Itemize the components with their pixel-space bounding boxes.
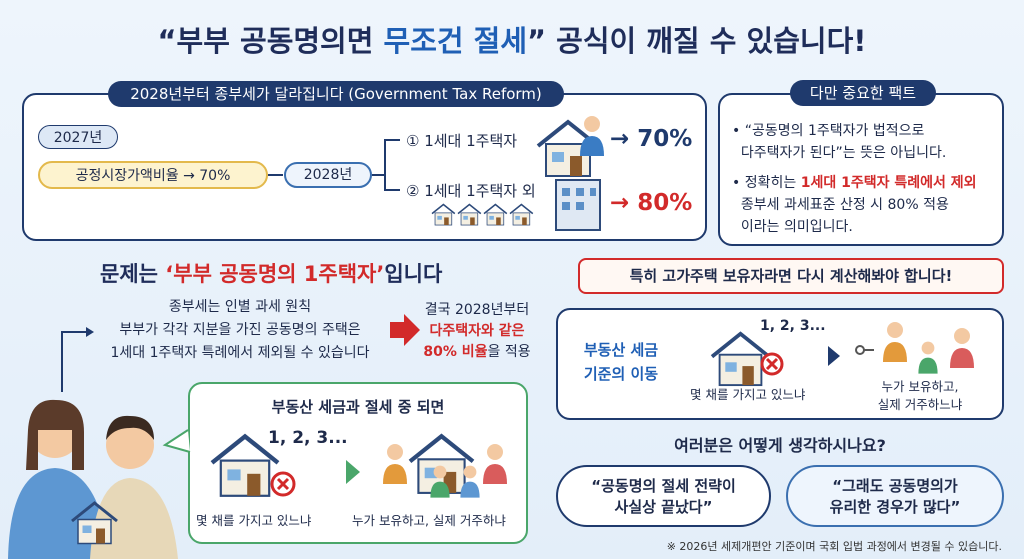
shift-count: 1, 2, 3...: [760, 318, 826, 334]
reform-header: 2028년부터 종부세가 달라집니다 (Government Tax Refor…: [108, 81, 564, 107]
problem-heading: 문제는 ‘부부 공동명의 1주택자’입니다: [100, 258, 442, 288]
title-highlight: 무조건 절세: [383, 24, 528, 58]
warning: 특히 고가주택 보유자라면 다시 계산해봐야 합니다!: [578, 258, 1004, 294]
title: “부부 공동명의면 무조건 절세” 공식이 깨질 수 있습니다!: [0, 18, 1024, 60]
shift-before: 몇 채를 가지고 있느냐: [690, 387, 806, 402]
case1-rate: → 70%: [610, 126, 693, 152]
fact-header: 다만 중요한 팩트: [790, 80, 936, 106]
shift-after-line: 누가 보유하고,: [881, 379, 959, 394]
heading-highlight: ‘부부 공동명의 1주택자’: [165, 262, 385, 286]
fact-line: 이라는 의미입니다.: [740, 219, 853, 235]
ratio-2027: 공정시장가액비율 → 70%: [38, 161, 268, 189]
result-line: 결국 2028년부터: [424, 302, 530, 318]
fact-bullet: • 정확히는 1세대 1주택자 특례에서 제외 종부세 과세표준 산정 시 80…: [732, 175, 977, 235]
case2-rate: → 80%: [610, 190, 693, 216]
result-highlight: 다주택자와 같은: [429, 323, 525, 339]
explanation-line: 1세대 1주택자 특례에서 제외될 수 있습니다: [110, 345, 370, 361]
shift-after-line: 실제 거주하느냐: [877, 397, 963, 412]
opinion-line: “그래도 공동명의가: [832, 477, 958, 495]
explanation-line: 종부세는 인별 과세 원칙: [168, 299, 312, 315]
fact-line: 다주택자가 된다”는 뜻은 아닙니다.: [740, 145, 947, 161]
fact-bullet: • “공동명의 1주택자가 법적으로 다주택자가 된다”는 뜻은 아닙니다.: [732, 123, 947, 161]
question: 여러분은 어떻게 생각하시나요?: [674, 436, 886, 455]
bubble-after: 누가 보유하고, 실제 거주하냐: [352, 513, 506, 528]
year-2028: 2028년: [284, 162, 372, 188]
year-2027: 2027년: [38, 125, 118, 149]
family: [383, 436, 507, 498]
shift-after: 누가 보유하고, 실제 거주하느냐: [860, 378, 980, 414]
title-part: “부부 공동명의면: [157, 24, 384, 58]
shift-title-line: 기준의 이동: [583, 365, 659, 383]
bubble-title: 부동산 세금과 절세 중 되면: [271, 398, 445, 416]
title-part: ” 공식이 깨질 수 있습니다!: [527, 24, 867, 58]
fact-line: “공동명의 1주택자가 법적으로: [744, 123, 925, 139]
case2: ② 1세대 1주택자 외: [406, 182, 536, 200]
opinion-line: “공동명의 절세 전략이: [591, 477, 736, 495]
bubble-before: 몇 채를 가지고 있느냐: [196, 513, 312, 528]
footnote: ※ 2026년 세제개편안 기준이며 국회 입법 과정에서 변경될 수 있습니다…: [666, 540, 1002, 553]
result-line: 을 적용: [487, 344, 531, 360]
fact-line: 종부세 과세표준 산정 시 80% 적용: [740, 197, 949, 213]
case1: ① 1세대 1주택자: [406, 132, 518, 150]
shift-title-line: 부동산 세금: [583, 341, 659, 359]
heading-part: 입니다: [384, 262, 443, 286]
fact-highlight: 1세대 1주택자 특례에서 제외: [800, 175, 977, 191]
heading-part: 문제는: [100, 262, 166, 286]
bubble-count: 1, 2, 3...: [268, 428, 348, 448]
explanation-line: 부부가 각각 지분을 가진 공동명의 주택은: [119, 322, 361, 338]
opinion-line: 사실상 끝났다”: [614, 498, 713, 516]
couple: [8, 399, 178, 559]
fact-line: 정확히는: [744, 175, 801, 191]
opinion-line: 유리한 경우가 많다”: [829, 498, 961, 516]
result-highlight: 80% 비율: [423, 344, 488, 360]
